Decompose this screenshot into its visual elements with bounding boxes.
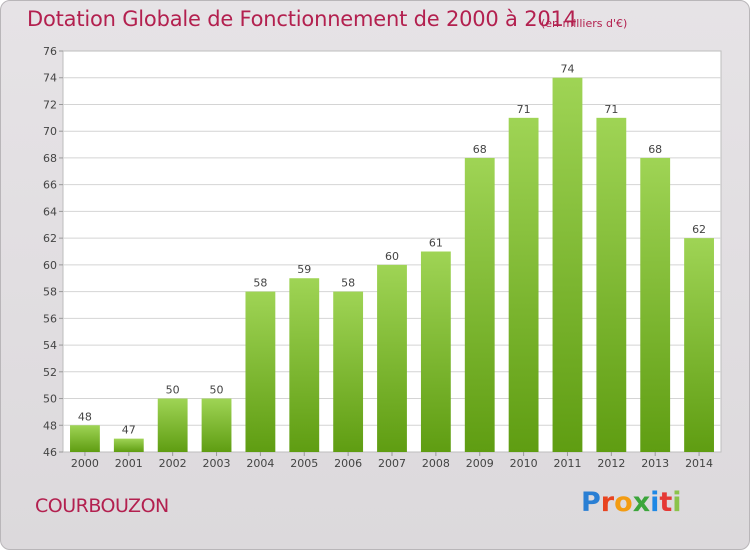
data-label-2003: 50 bbox=[210, 384, 224, 397]
data-label-2010: 71 bbox=[517, 103, 531, 116]
bar-2010 bbox=[508, 117, 539, 452]
bar-2009 bbox=[464, 157, 495, 452]
y-tick-label: 60 bbox=[43, 259, 57, 272]
data-label-2014: 62 bbox=[692, 223, 706, 236]
x-tick-label-2001: 2001 bbox=[115, 457, 143, 470]
x-tick-label-2011: 2011 bbox=[553, 457, 581, 470]
x-tick-label-2008: 2008 bbox=[422, 457, 450, 470]
bar-2002 bbox=[157, 398, 188, 452]
data-label-2008: 61 bbox=[429, 237, 443, 250]
y-tick-label: 62 bbox=[43, 232, 57, 245]
data-label-2011: 74 bbox=[560, 63, 574, 76]
data-label-2005: 59 bbox=[297, 263, 311, 276]
bar-2012 bbox=[596, 117, 627, 452]
y-tick-label: 72 bbox=[43, 98, 57, 111]
y-tick-label: 76 bbox=[43, 45, 57, 58]
y-tick-label: 52 bbox=[43, 366, 57, 379]
bar-2004 bbox=[245, 291, 276, 452]
y-tick-label: 46 bbox=[43, 446, 57, 459]
logo-letter: i bbox=[672, 487, 682, 518]
data-label-2006: 58 bbox=[341, 277, 355, 290]
y-tick-label: 64 bbox=[43, 205, 57, 218]
y-tick-label: 48 bbox=[43, 419, 57, 432]
y-tick-label: 58 bbox=[43, 286, 57, 299]
bar-2013 bbox=[640, 157, 671, 452]
data-label-2012: 71 bbox=[604, 103, 618, 116]
x-tick-label-2004: 2004 bbox=[246, 457, 274, 470]
data-label-2001: 47 bbox=[122, 424, 136, 437]
x-tick-label-2013: 2013 bbox=[641, 457, 669, 470]
bar-2003 bbox=[201, 398, 232, 452]
x-tick-label-2009: 2009 bbox=[466, 457, 494, 470]
x-axis: 2000 2001 2002 2003 2004 2005 2006 2007 2008 2009… bbox=[71, 452, 713, 470]
y-tick-label: 74 bbox=[43, 72, 57, 85]
data-label-2002: 50 bbox=[166, 384, 180, 397]
data-label-2004: 58 bbox=[253, 277, 267, 290]
x-tick-label-2010: 2010 bbox=[510, 457, 538, 470]
chart-title: Dotation Globale de Fonctionnement de 20… bbox=[27, 7, 577, 31]
bar-2014 bbox=[684, 238, 714, 452]
logo-letter: r bbox=[600, 487, 615, 518]
x-tick-label-2003: 2003 bbox=[203, 457, 231, 470]
y-tick-label: 66 bbox=[43, 179, 57, 192]
logo-letter: o bbox=[614, 487, 633, 518]
chart-subtitle: (en milliers d'€) bbox=[541, 17, 628, 30]
logo-letter: x bbox=[632, 487, 651, 518]
bar-2001 bbox=[113, 438, 144, 452]
bar-2006 bbox=[333, 291, 364, 452]
x-tick-label-2006: 2006 bbox=[334, 457, 362, 470]
y-tick-label: 68 bbox=[43, 152, 57, 165]
x-tick-label-2002: 2002 bbox=[159, 457, 187, 470]
data-label-2000: 48 bbox=[78, 410, 92, 423]
bar-2008 bbox=[420, 251, 451, 452]
bar-2000 bbox=[70, 425, 100, 452]
data-label-2013: 68 bbox=[648, 143, 662, 156]
commune-name: COURBOUZON bbox=[35, 495, 169, 517]
bar-2011 bbox=[552, 77, 583, 452]
x-tick-label-2005: 2005 bbox=[290, 457, 318, 470]
proxiti-logo[interactable]: Proxiti bbox=[581, 487, 682, 518]
y-axis: 46 48 50 52 54 56 58 60 62 64 66 68 70 72 74 76 bbox=[43, 45, 63, 459]
bar-2005 bbox=[289, 278, 320, 452]
y-tick-label: 54 bbox=[43, 339, 57, 352]
y-tick-label: 50 bbox=[43, 393, 57, 406]
data-label-2007: 60 bbox=[385, 250, 399, 263]
bar-2007 bbox=[377, 264, 407, 452]
y-tick-label: 56 bbox=[43, 312, 57, 325]
x-tick-label-2007: 2007 bbox=[378, 457, 406, 470]
bars: 48 47 50 50 58 59 58 60 61 68 71 74 71 68 62 bbox=[70, 63, 714, 452]
y-tick-label: 70 bbox=[43, 125, 57, 138]
x-tick-label-2012: 2012 bbox=[597, 457, 625, 470]
data-label-2009: 68 bbox=[473, 143, 487, 156]
x-tick-label-2000: 2000 bbox=[71, 457, 99, 470]
logo-letter: t bbox=[659, 487, 673, 518]
logo-letter: P bbox=[581, 487, 601, 518]
x-tick-label-2014: 2014 bbox=[685, 457, 713, 470]
logo-letter: i bbox=[650, 487, 660, 518]
